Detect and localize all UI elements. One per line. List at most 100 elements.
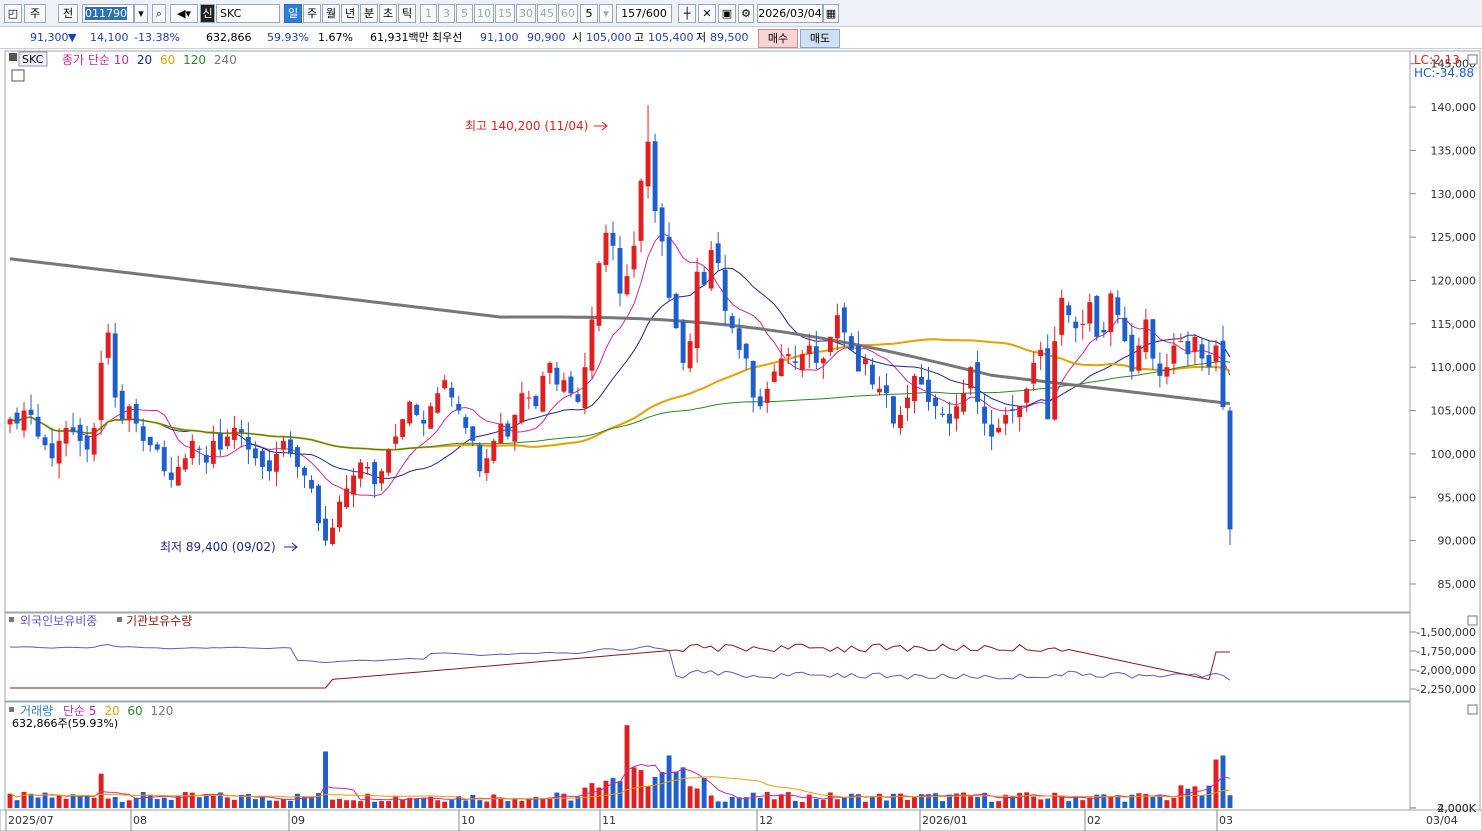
sell-button[interactable]: 매도 <box>800 29 840 48</box>
period-second-tab[interactable]: 초 <box>379 4 397 23</box>
candle-body <box>407 401 413 424</box>
interval-select[interactable]: 5 <box>580 4 598 23</box>
candle-body <box>442 380 448 389</box>
volume-bar <box>203 794 209 808</box>
candle-body <box>1122 317 1128 342</box>
volume-bar <box>407 798 413 808</box>
holding-expand-icon[interactable] <box>1467 615 1478 626</box>
volume-bar <box>589 783 595 808</box>
candle-body <box>743 343 749 359</box>
stock-chart[interactable]: -1,500,000 -1,750,000 -2,000,000 -2,250,000… <box>0 50 1482 831</box>
volume-bar <box>1136 793 1142 808</box>
interval-dropdown-icon[interactable]: ▾ <box>599 4 613 23</box>
volume-bar <box>1122 801 1128 808</box>
calendar-icon[interactable]: ▦ <box>823 4 839 23</box>
volume-bar <box>449 800 455 808</box>
y-tick-label: 85,000 <box>1438 578 1477 591</box>
candle-body <box>827 336 833 353</box>
interval-3[interactable]: 3 <box>438 4 455 23</box>
count-field[interactable]: 157/600 <box>616 4 672 23</box>
interval-15[interactable]: 15 <box>495 4 515 23</box>
candle-body <box>764 388 770 403</box>
candle-body <box>673 293 679 329</box>
x-tick-label: 11 <box>602 814 616 827</box>
candle-body <box>1108 293 1114 333</box>
candle-body <box>926 379 931 402</box>
candle-body <box>189 440 195 459</box>
panel-expand-icon[interactable] <box>1467 54 1478 65</box>
volume-bar <box>147 794 153 808</box>
volume-bar <box>806 794 812 808</box>
volume-bar <box>351 800 357 808</box>
holding-tick-label: -1,500,000 <box>1416 626 1476 639</box>
candle-body <box>91 427 97 455</box>
volume-bar <box>323 751 328 808</box>
volume-bar <box>63 798 69 808</box>
interval-10[interactable]: 10 <box>474 4 494 23</box>
prev-button[interactable]: 전 <box>58 4 78 23</box>
volume-bar <box>708 795 714 808</box>
interval-5[interactable]: 5 <box>456 4 473 23</box>
volume-bar <box>764 791 770 808</box>
trade-amount: 61,931백만 <box>370 31 429 44</box>
date-field[interactable]: 2026/03/04 <box>757 4 823 23</box>
period-week-button[interactable]: 주 <box>24 4 46 23</box>
quote-bar: 91,300 ▼ 14,100 -13.38% 632,866 59.93% 1… <box>0 27 1482 49</box>
candle-body <box>168 472 174 480</box>
candle-body <box>1220 340 1226 408</box>
period-month-tab[interactable]: 월 <box>322 4 340 23</box>
volume-bar <box>1087 797 1093 808</box>
period-week-tab[interactable]: 주 <box>303 4 321 23</box>
volume-bar <box>337 798 342 808</box>
candle-settings-icon[interactable]: ┼ <box>678 4 696 23</box>
stock-code-input[interactable]: 011790 <box>82 4 134 23</box>
ma240-line <box>9 257 1231 406</box>
interval-60[interactable]: 60 <box>558 4 578 23</box>
speaker-icon[interactable]: ◀▾ <box>170 4 198 23</box>
candle-body <box>288 439 293 454</box>
stock-name-field[interactable]: SKC <box>216 4 280 23</box>
y-tick-label: 90,000 <box>1438 535 1477 548</box>
volume-bar <box>442 801 448 808</box>
period-day-button[interactable]: 일 <box>284 4 302 23</box>
vma120-legend: 120 <box>151 704 174 718</box>
candle-body <box>645 141 651 187</box>
candle-body <box>813 346 819 363</box>
volume-bar <box>1052 792 1058 808</box>
interval-30[interactable]: 30 <box>516 4 536 23</box>
volume-bar <box>827 792 833 808</box>
volume-bar <box>273 800 279 808</box>
layout-icon[interactable]: ◰ <box>4 4 22 23</box>
search-icon[interactable]: ⌕ <box>152 4 166 23</box>
volume-bar <box>940 801 945 808</box>
volume-bar <box>505 801 511 808</box>
code-dropdown-icon[interactable]: ▾ <box>134 4 148 23</box>
period-tick-tab[interactable]: 틱 <box>398 4 416 23</box>
volume-bar <box>217 792 223 808</box>
gear-icon[interactable]: ⚙ <box>738 4 754 23</box>
period-minute-tab[interactable]: 분 <box>360 4 378 23</box>
candle-body <box>1087 302 1093 324</box>
save-icon[interactable]: ▣ <box>718 4 736 23</box>
candle-body <box>736 328 742 350</box>
interval-45[interactable]: 45 <box>537 4 557 23</box>
interval-1[interactable]: 1 <box>420 4 437 23</box>
candle-body <box>729 316 735 329</box>
candle-body <box>105 332 111 358</box>
volume-bar <box>1080 800 1086 808</box>
vma20-legend: 20 <box>104 704 119 718</box>
candle-body <box>56 440 62 464</box>
volume-bar <box>1164 800 1170 808</box>
candle-body <box>778 358 784 377</box>
candle-body <box>63 427 69 444</box>
buy-button[interactable]: 매수 <box>758 29 798 48</box>
candle-body <box>463 417 469 428</box>
volume-bar <box>968 795 974 808</box>
candle-body <box>526 397 532 399</box>
volume-expand-icon[interactable] <box>1467 704 1478 715</box>
table-toggle-icon[interactable] <box>11 69 25 82</box>
period-year-tab[interactable]: 년 <box>341 4 359 23</box>
crosshair-icon[interactable]: ✕ <box>698 4 716 23</box>
volume-bar <box>379 801 385 808</box>
candle-body <box>750 360 756 398</box>
